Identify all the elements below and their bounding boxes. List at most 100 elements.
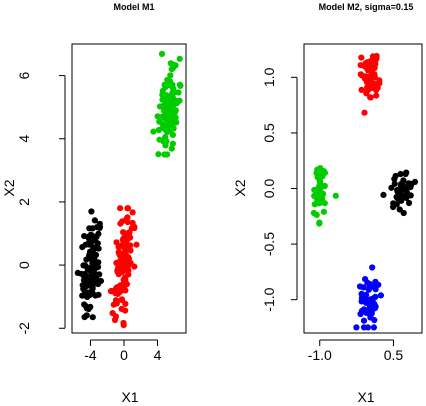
data-point: [318, 172, 325, 179]
data-point: [81, 301, 88, 308]
data-point: [368, 84, 375, 91]
data-point: [369, 264, 376, 271]
data-point: [159, 124, 166, 131]
series-1: [107, 205, 140, 329]
data-point: [131, 263, 138, 270]
data-point: [162, 142, 169, 149]
data-point: [117, 253, 124, 260]
data-point: [167, 72, 174, 79]
data-point: [364, 279, 371, 286]
data-point: [165, 81, 172, 88]
data-point: [313, 211, 320, 218]
data-point: [371, 317, 378, 324]
data-point: [113, 239, 120, 246]
data-point: [176, 55, 183, 62]
data-point: [119, 241, 126, 249]
series-2: [353, 264, 384, 331]
data-point: [396, 206, 403, 213]
data-point: [391, 175, 398, 183]
data-point: [93, 276, 100, 283]
y-axis-label: X2: [232, 179, 248, 196]
data-point: [122, 307, 129, 314]
data-point: [89, 314, 96, 321]
data-point: [358, 86, 365, 93]
x-tick-label: 4: [154, 347, 162, 363]
data-point: [156, 103, 164, 110]
y-tick-label: -2: [16, 322, 32, 335]
y-tick-label: -0.5: [261, 232, 277, 256]
data-point: [85, 264, 92, 271]
data-point: [124, 258, 131, 265]
data-point: [372, 54, 379, 61]
data-point: [388, 184, 395, 191]
data-point: [169, 140, 176, 147]
y-tick-label: 1.0: [261, 67, 277, 87]
data-point: [361, 109, 368, 116]
data-point: [398, 197, 405, 204]
data-point: [117, 220, 124, 227]
data-point: [86, 235, 93, 242]
data-point: [122, 277, 129, 284]
data-point: [397, 170, 404, 178]
data-point: [393, 201, 400, 208]
data-point: [166, 104, 173, 111]
data-point: [88, 273, 95, 280]
data-point: [372, 286, 379, 293]
data-point: [403, 169, 410, 176]
data-point: [321, 200, 328, 207]
data-point: [122, 281, 129, 288]
data-point: [121, 267, 128, 274]
data-point: [321, 182, 328, 190]
data-point: [364, 76, 371, 83]
data-point: [332, 192, 339, 199]
data-point: [83, 312, 90, 319]
data-point: [85, 305, 92, 313]
data-point: [86, 248, 94, 255]
series-3: [380, 169, 419, 217]
data-point: [404, 192, 411, 199]
data-point: [168, 145, 175, 152]
data-point: [172, 107, 179, 114]
data-point: [117, 205, 124, 212]
data-point: [363, 309, 370, 316]
data-point: [126, 234, 133, 241]
data-point: [94, 240, 101, 247]
data-point: [364, 87, 371, 94]
plot-frame: [71, 43, 187, 334]
data-point: [364, 59, 371, 66]
data-point: [171, 113, 178, 120]
data-point: [79, 292, 86, 299]
y-tick-label: 2: [16, 198, 32, 206]
y-tick-label: 6: [16, 71, 32, 79]
data-point: [377, 292, 384, 299]
data-point: [366, 304, 373, 311]
data-point: [161, 151, 168, 158]
data-point: [91, 264, 98, 271]
data-point: [159, 96, 166, 103]
data-point: [93, 224, 100, 231]
data-point: [356, 283, 364, 290]
data-point: [320, 208, 327, 215]
data-point: [317, 179, 324, 187]
y-tick-label: 0.5: [261, 123, 277, 143]
data-point: [113, 300, 120, 307]
data-point: [316, 220, 323, 227]
x-axis-label: X1: [357, 389, 374, 405]
data-point: [367, 94, 374, 101]
x-tick-label: 0.5: [384, 347, 404, 363]
data-point: [81, 270, 88, 278]
y-tick-label: -1.0: [261, 287, 277, 311]
data-point: [313, 169, 320, 176]
data-point: [370, 300, 377, 307]
y-tick-label: 0: [16, 261, 32, 269]
data-point: [353, 324, 360, 331]
data-point: [150, 128, 157, 135]
data-point: [314, 191, 321, 198]
data-point: [95, 259, 102, 266]
data-point: [357, 71, 364, 78]
data-point: [174, 97, 181, 104]
data-point: [398, 192, 405, 199]
data-point: [400, 209, 407, 217]
data-point: [127, 247, 134, 254]
